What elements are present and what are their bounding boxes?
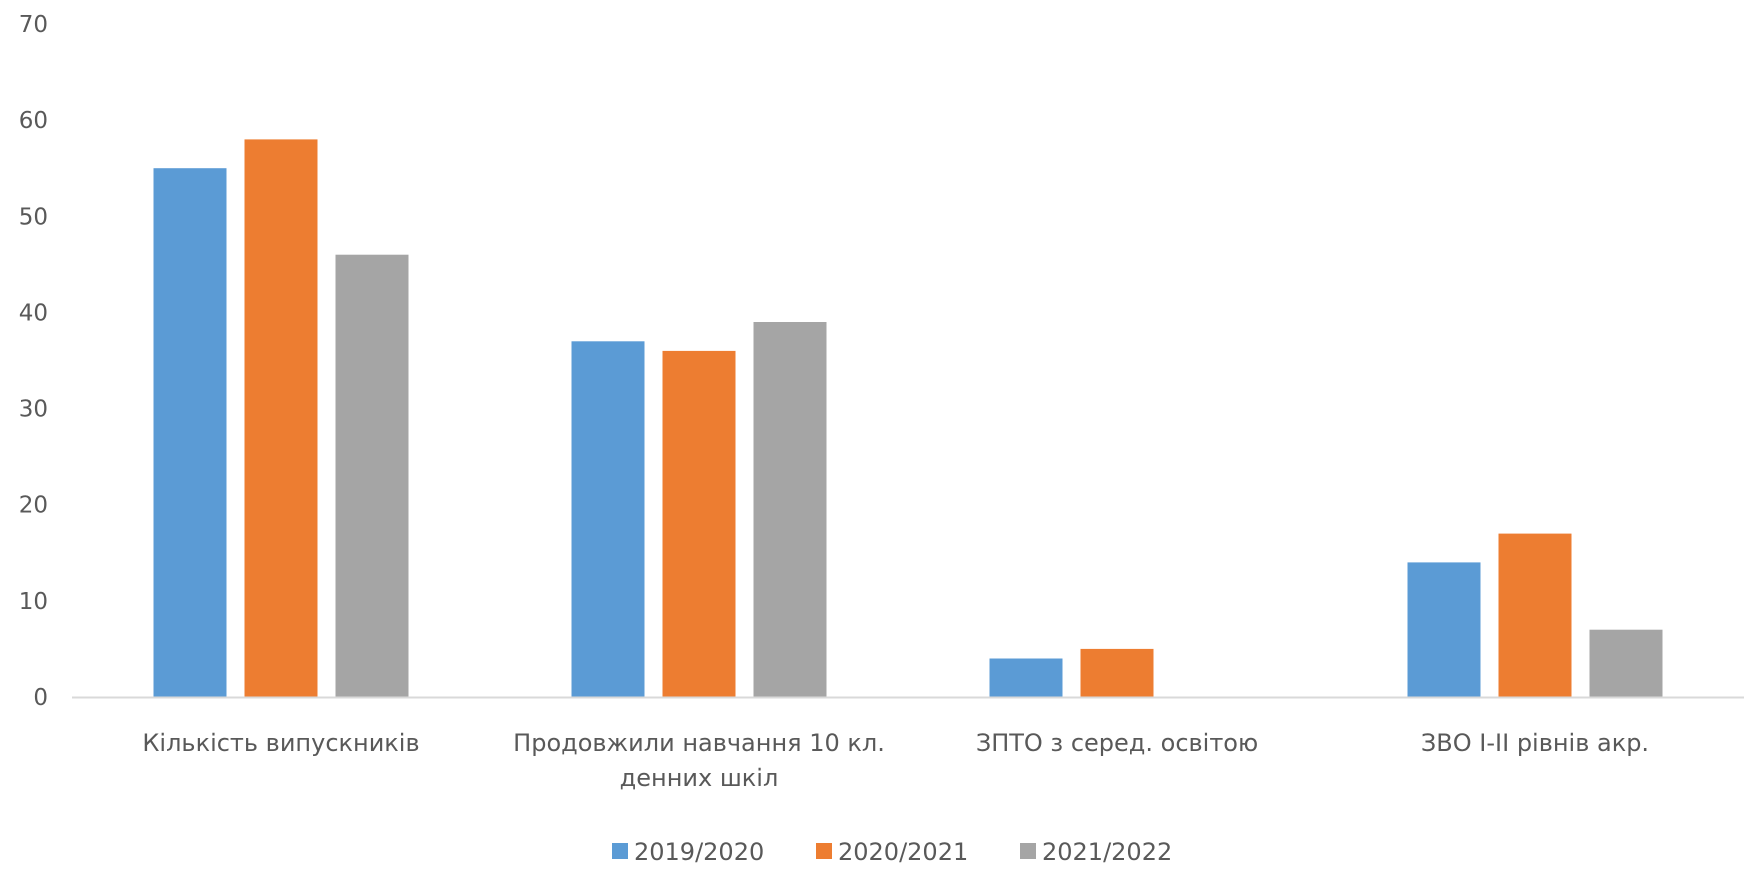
- category-label: ЗВО І-ІІ рівнів акр.: [1421, 729, 1649, 757]
- y-tick-label: 50: [19, 204, 48, 230]
- category-label: ЗПТО з серед. освітою: [976, 729, 1258, 757]
- y-tick-label: 70: [19, 12, 48, 38]
- bar-series-1-category-4: [1407, 562, 1481, 697]
- bars: [153, 139, 1663, 697]
- bar-series-2-category-3: [1080, 648, 1154, 697]
- bar-series-2-category-2: [662, 350, 736, 697]
- y-tick-label: 10: [19, 589, 48, 615]
- y-axis: 0 10 20 30 40 50 60 70: [19, 12, 48, 711]
- bar-series-2-category-4: [1498, 533, 1572, 697]
- category-label: денних шкіл: [620, 764, 779, 792]
- legend-label: 2021/2022: [1042, 838, 1172, 866]
- legend-label: 2020/2021: [838, 838, 968, 866]
- legend-swatch: [612, 843, 628, 859]
- bar-series-3-category-4: [1589, 629, 1663, 697]
- legend: 2019/2020 2020/2021 2021/2022: [612, 838, 1172, 866]
- x-axis: Кількість випускників Продовжили навчання…: [72, 696, 1744, 792]
- bar-series-1-category-3: [989, 658, 1063, 697]
- y-tick-label: 40: [19, 300, 48, 326]
- y-tick-label: 60: [19, 108, 48, 134]
- legend-swatch: [1020, 843, 1036, 859]
- legend-swatch: [816, 843, 832, 859]
- category-label: Кількість випускників: [142, 729, 419, 757]
- bar-series-3-category-2: [753, 322, 827, 697]
- bar-series-1-category-1: [153, 168, 227, 697]
- legend-label: 2019/2020: [634, 838, 764, 866]
- bar-series-2-category-1: [244, 139, 318, 697]
- bar-series-1-category-2: [571, 341, 645, 697]
- bar-series-3-category-1: [335, 254, 409, 697]
- category-label: Продовжили навчання 10 кл.: [513, 729, 885, 757]
- y-tick-label: 30: [19, 397, 48, 423]
- y-tick-label: 20: [19, 493, 48, 519]
- y-tick-label: 0: [33, 685, 48, 711]
